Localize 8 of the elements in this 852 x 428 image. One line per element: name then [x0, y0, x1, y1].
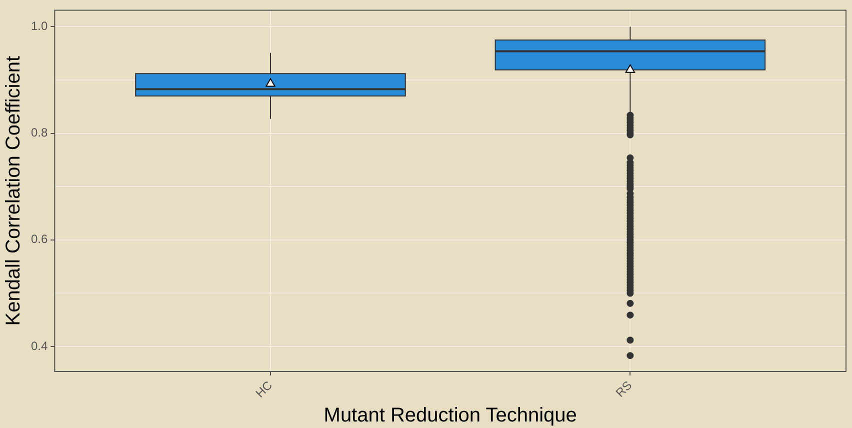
y-axis-title: Kendall Correlation Coefficient [2, 56, 25, 326]
y-tick-label: 0.4 [30, 338, 48, 353]
y-tick-label: 1.0 [30, 19, 48, 34]
x-tick-label: RS [612, 378, 635, 400]
y-tick-label: 0.8 [30, 126, 48, 140]
x-axis-title: Mutant Reduction Technique [324, 404, 577, 427]
y-tick-label: 0.6 [30, 232, 48, 246]
x-tick-label: HC [252, 378, 276, 400]
